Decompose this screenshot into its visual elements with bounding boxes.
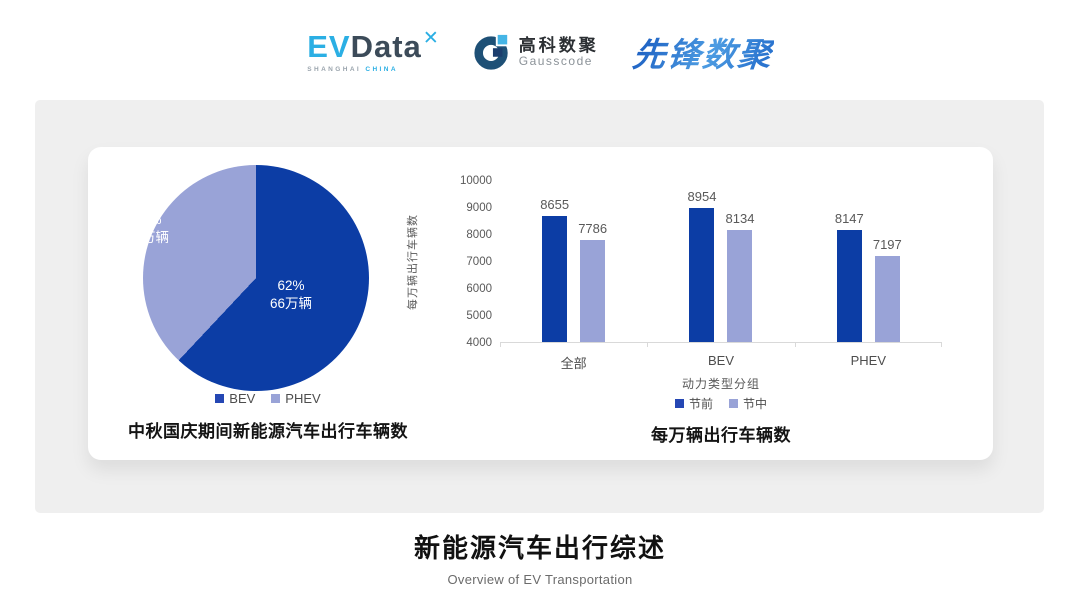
bar-legend: 节前 节中 [500, 395, 942, 412]
evdata-shanghai-text: SHANGHAI [307, 66, 362, 73]
phev-percent: 38% [134, 212, 162, 227]
y-axis-tick-label: 8000 [466, 229, 492, 241]
bar-group-BEV: 8954 8134 [647, 181, 794, 342]
page-subtitle: Overview of EV Transportation [447, 572, 633, 587]
bar-value-label: 7786 [578, 220, 608, 236]
bar-节前-BEV: 8954 [688, 189, 716, 342]
bar-value-label: 8655 [540, 197, 570, 213]
x-axis-tick [941, 343, 942, 347]
bar-y-axis-title-wrap: 每万辆出行车辆数 [404, 181, 420, 343]
bar-category-labels: 全部 BEV PHEV [500, 353, 942, 372]
bar-value-label: 8147 [834, 211, 864, 227]
bev-legend-label: BEV [229, 391, 256, 406]
header-logos: EVData✕ SHANGHAI CHINA 高科数聚 Gausscode 先锋… [0, 0, 1080, 100]
bev-percent: 62% [277, 278, 305, 293]
bar-plot: 每万辆出行车辆数 全部 BEV PHEV 动力类型分组 节前 节中 每万辆出行车辆数 … [407, 175, 942, 445]
legend-label: 节中 [743, 397, 768, 411]
legend-label: 节前 [688, 397, 713, 411]
pie-legend-item-phev: PHEV [271, 391, 321, 406]
page-title: 新能源汽车出行综述 [413, 533, 666, 563]
evdata-china-text: CHINA [365, 66, 398, 73]
gausscode-en-text: Gausscode [518, 54, 593, 69]
pie-chart-title: 中秋国庆期间新能源汽车出行车辆数 [128, 422, 408, 441]
bar-chart-title: 每万辆出行车辆数 [651, 426, 791, 445]
x-axis-tick [500, 343, 501, 347]
pioneer-logo: 先锋数聚 [630, 28, 775, 76]
bar-节中-BEV: 8134 [726, 211, 754, 342]
evdata-wordmark: EVData✕ [307, 28, 440, 64]
y-axis-tick-label: 9000 [466, 202, 492, 214]
y-axis-tick-label: 6000 [466, 283, 492, 295]
pie-legend-item-bev: BEV [215, 391, 255, 406]
bar-value-label: 7197 [872, 236, 902, 252]
y-axis-tick-label: 7000 [466, 256, 492, 268]
legend-swatch-icon [729, 399, 738, 408]
phev-legend-label: PHEV [285, 391, 321, 406]
category-label-PHEV: PHEV [850, 353, 887, 368]
bar-chart-section: 每万辆出行车辆数 全部 BEV PHEV 动力类型分组 节前 节中 每万辆出行车辆数 … [407, 147, 993, 460]
bar-legend-item-节前: 节前 [674, 395, 713, 412]
bar-group-PHEV: 8147 7197 [795, 181, 942, 342]
category-label-BEV: BEV [707, 353, 734, 368]
pie-chart [143, 165, 369, 391]
bar-y-axis-title: 每万辆出行车辆数 [407, 214, 419, 310]
gausscode-logo: 高科数聚 Gausscode [473, 33, 599, 71]
bar-节中-全部: 7786 [578, 221, 607, 342]
bar-value-label: 8134 [725, 211, 755, 227]
evdata-subtitle: SHANGHAI CHINA [307, 66, 398, 73]
pie-legend: BEV PHEV [88, 391, 448, 406]
legend-swatch-icon [674, 399, 684, 408]
content-panel: 38% 41万辆 62% 66万辆 BEV PHEV 中秋国庆期间新能源汽车出行… [35, 100, 1044, 513]
evdata-data-text: Data [350, 29, 422, 64]
page-footer: 新能源汽车出行综述 Overview of EV Transportation [0, 528, 1080, 587]
category-label-全部: 全部 [560, 356, 587, 371]
x-axis-tick [794, 343, 796, 347]
bev-count: 66万辆 [269, 296, 313, 312]
pie-chart-section: 38% 41万辆 62% 66万辆 BEV PHEV 中秋国庆期间新能源汽车出行… [88, 147, 448, 460]
bev-legend-swatch-icon [215, 394, 225, 403]
evdata-ev-text: EV [307, 29, 351, 64]
bar-group-全部: 8655 7786 [500, 181, 647, 342]
charts-card: 38% 41万辆 62% 66万辆 BEV PHEV 中秋国庆期间新能源汽车出行… [88, 147, 993, 460]
bar-value-label: 8954 [687, 189, 717, 205]
gausscode-cn-text: 高科数聚 [518, 35, 599, 55]
y-axis-tick-label: 10000 [460, 175, 492, 187]
pie-label-bev: 62% 66万辆 [246, 277, 336, 313]
y-axis-tick-label: 4000 [466, 337, 492, 349]
bar-legend-item-节中: 节中 [729, 395, 767, 412]
bar-节前-PHEV: 8147 [835, 211, 864, 342]
phev-legend-swatch-icon [271, 394, 281, 403]
evdata-x-icon: ✕ [422, 28, 440, 49]
phev-count: 41万辆 [126, 230, 170, 246]
gausscode-g-icon [474, 33, 511, 70]
bar-节前-全部: 8655 [540, 197, 569, 342]
bar-节中-PHEV: 7197 [873, 237, 902, 342]
x-axis-tick [647, 343, 649, 347]
bar-x-axis-title: 动力类型分组 [681, 377, 760, 391]
evdata-logo: EVData✕ SHANGHAI CHINA [307, 28, 440, 73]
pie-label-phev: 38% 41万辆 [110, 211, 186, 247]
y-axis-tick-label: 5000 [466, 310, 492, 322]
